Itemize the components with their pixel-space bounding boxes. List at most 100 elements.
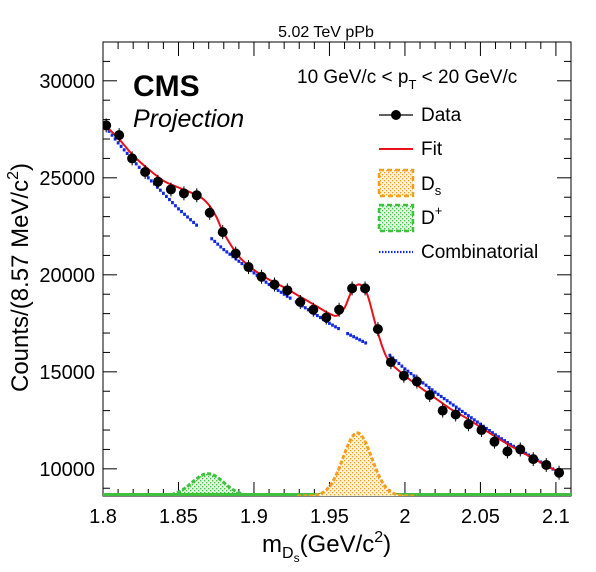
data-point [528, 454, 539, 465]
combinatorial-dot [506, 441, 509, 445]
combinatorial-dot [403, 367, 407, 371]
data-point [360, 283, 371, 294]
combinatorial-dot [497, 435, 500, 439]
combinatorial-dot [406, 369, 410, 373]
data-point [554, 467, 565, 478]
combinatorial-dot [237, 259, 241, 263]
combinatorial-dot [334, 325, 337, 329]
legend: Data Fit Ds D+ Combinatorial [377, 105, 538, 263]
combinatorial-dot [158, 188, 162, 192]
data-point [398, 370, 409, 381]
data-point [424, 390, 435, 401]
combinatorial-dot [177, 207, 180, 211]
combinatorial-dot [213, 239, 217, 244]
data-point [385, 357, 396, 368]
combinatorial-dot [171, 201, 174, 205]
combinatorial-dot [122, 148, 126, 152]
combinatorial-dot [454, 405, 458, 409]
x-tick-label: 1.9 [240, 506, 268, 528]
combinatorial-dot [394, 359, 398, 363]
combinatorial-dot [116, 141, 120, 145]
combinatorial-dot [282, 292, 286, 296]
data-point [282, 285, 293, 296]
data-point [321, 312, 332, 323]
data-point [140, 166, 151, 177]
svg-text:Combinatorial: Combinatorial [421, 242, 538, 263]
combinatorial-dot [479, 422, 482, 426]
combinatorial-dot [137, 165, 141, 169]
data-point [437, 405, 448, 416]
svg-text:D+: D+ [421, 203, 442, 229]
combinatorial-dot [442, 397, 446, 401]
combinatorial-dot [318, 315, 322, 320]
combinatorial-dot [364, 341, 368, 345]
combinatorial-dot [228, 252, 232, 256]
combinatorial-dot [134, 162, 138, 166]
combinatorial-dot [180, 209, 183, 214]
data-point [463, 419, 474, 430]
combinatorial-dot [424, 383, 428, 387]
combinatorial-dot [400, 364, 404, 368]
combinatorial-dot [225, 250, 229, 254]
combinatorial-dot [107, 129, 111, 133]
data-point [103, 120, 112, 131]
data-point [230, 248, 241, 259]
y-tick-label: 20000 [39, 265, 95, 287]
combinatorial-dot [457, 407, 461, 411]
combinatorial-dot [337, 326, 340, 331]
combinatorial-dot [427, 385, 431, 390]
data-point [489, 436, 500, 447]
combinatorial-dot [155, 185, 159, 189]
projection-label: Projection [133, 105, 244, 133]
pt-range-label: 10 GeV/c < pT < 20 GeV/c [297, 67, 517, 92]
x-tick-labels: 1.8 1.85 1.9 1.95 2 2.05 2.1 [89, 506, 570, 528]
combinatorial-dot [409, 371, 413, 376]
legend-entry-dplus: D+ [377, 203, 442, 233]
combinatorial-dot [355, 336, 359, 340]
legend-entry-data: Data [379, 105, 462, 126]
combinatorial-dot [264, 280, 268, 284]
data-point [476, 425, 487, 436]
data-point [191, 190, 202, 201]
y-tick-labels: 10000 15000 20000 25000 30000 [39, 71, 95, 481]
svg-text:Data: Data [421, 105, 462, 126]
data-points [103, 118, 565, 480]
combinatorial-dot [222, 248, 226, 252]
x-tick-label: 1.95 [310, 506, 349, 528]
combinatorial-dot [451, 403, 455, 407]
data-point [217, 227, 228, 238]
combinatorial-dot [349, 333, 352, 337]
y-tick-label: 10000 [39, 459, 95, 481]
data-point [334, 304, 345, 315]
combinatorial-dot [469, 416, 473, 420]
data-point [515, 444, 526, 455]
combinatorial-dot [476, 420, 479, 424]
combinatorial-dot [192, 220, 195, 225]
cms-label: CMS [133, 70, 200, 103]
data-point [127, 153, 138, 164]
combinatorial-dot [276, 288, 280, 292]
combinatorial-dot [494, 433, 497, 437]
svg-text:Fit: Fit [421, 139, 443, 160]
y-tick-label: 30000 [39, 71, 95, 93]
data-point [295, 296, 306, 307]
ds-outline [297, 431, 417, 496]
y-tick-label: 25000 [39, 168, 95, 190]
combinatorial-dot [512, 444, 516, 448]
combinatorial-dot [412, 374, 416, 378]
data-point [502, 446, 513, 457]
combinatorial-dot [472, 418, 476, 422]
combinatorial-dot [509, 442, 513, 447]
combinatorial-dot [430, 388, 434, 392]
data-point [165, 184, 176, 195]
combinatorial-dot [503, 439, 506, 443]
combinatorial-dot [328, 321, 331, 325]
combinatorial-dot [189, 218, 192, 222]
x-axis-title: mDs(GeV/c2) [262, 529, 391, 565]
combinatorial-dot [183, 212, 186, 216]
combinatorial-dot [288, 296, 292, 300]
combinatorial-dot [267, 282, 271, 287]
ds-component [297, 431, 417, 496]
x-tick-label: 2 [399, 506, 410, 528]
